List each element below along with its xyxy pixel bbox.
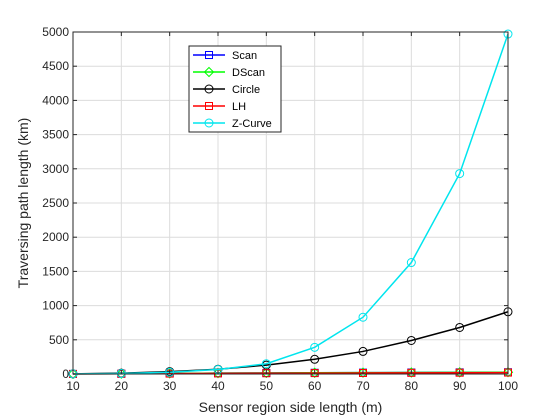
legend-entry-scan: Scan — [193, 50, 257, 62]
y-tick-label: 4000 — [42, 93, 69, 107]
data-point-circle — [358, 346, 368, 356]
legend-label-lh: LH — [232, 101, 246, 113]
data-point-z-curve — [455, 169, 465, 179]
x-axis-label: Sensor region side length (m) — [199, 399, 383, 415]
y-axis-label: Traversing path length (km) — [15, 118, 31, 289]
y-tick-label: 3000 — [42, 162, 69, 176]
legend-entry-dscan: DScan — [193, 66, 265, 79]
x-tick-label: 60 — [308, 379, 322, 393]
x-tick-label: 20 — [115, 379, 129, 393]
data-point-lh — [407, 368, 416, 377]
x-tick-label: 100 — [498, 379, 518, 393]
data-point-z-curve — [358, 312, 368, 322]
data-point-z-curve — [116, 368, 126, 378]
data-point-lh — [310, 369, 319, 378]
legend-label-scan: Scan — [232, 50, 257, 62]
y-tick-label: 2500 — [42, 196, 69, 210]
data-point-z-curve — [310, 342, 320, 352]
data-point-z-curve — [261, 359, 271, 369]
x-tick-label: 50 — [260, 379, 274, 393]
y-tick-label: 2000 — [42, 230, 69, 244]
y-tick-label: 4500 — [42, 59, 69, 73]
data-point-z-curve — [406, 258, 416, 268]
data-point-circle — [406, 335, 416, 345]
series-line-z-curve — [72, 33, 509, 375]
data-point-z-curve — [165, 367, 175, 377]
y-axis-ticks: 0 500 1000 1500 2000 2500 3000 3500 4000 4500 5000 — [42, 25, 508, 381]
y-tick-label: 0 — [62, 367, 69, 381]
legend-marker-circle — [204, 84, 214, 94]
legend-marker-dscan — [203, 66, 215, 78]
legend-entry-z-curve: Z-Curve — [193, 118, 272, 130]
legend-entry-circle: Circle — [193, 84, 260, 96]
data-point-lh — [262, 369, 271, 378]
x-tick-label: 40 — [211, 379, 225, 393]
legend-label-z-curve: Z-Curve — [232, 118, 272, 130]
x-axis-ticks: 10 20 30 40 50 60 70 80 90 100 — [66, 32, 518, 393]
y-tick-label: 500 — [49, 333, 69, 347]
y-tick-label: 3500 — [42, 128, 69, 142]
legend: Scan DScan Circle LH Z-Curve — [188, 45, 282, 133]
x-tick-label: 10 — [66, 379, 80, 393]
data-point-lh — [455, 368, 464, 377]
data-point-lh — [359, 368, 367, 377]
y-tick-label: 1500 — [42, 264, 69, 278]
y-tick-label: 5000 — [42, 25, 69, 39]
legend-entry-lh: LH — [193, 101, 246, 113]
legend-label-dscan: DScan — [232, 67, 265, 79]
legend-label-circle: Circle — [232, 84, 260, 96]
legend-marker-lh — [205, 102, 213, 110]
legend-marker-z-curve — [204, 118, 214, 128]
legend-marker-scan — [205, 51, 213, 59]
x-tick-label: 70 — [356, 379, 370, 393]
y-tick-label: 1000 — [42, 299, 69, 313]
x-tick-label: 80 — [405, 379, 419, 393]
x-tick-label: 30 — [163, 379, 177, 393]
x-tick-label: 90 — [453, 379, 467, 393]
data-point-circle — [310, 354, 320, 364]
data-point-circle — [455, 322, 465, 332]
